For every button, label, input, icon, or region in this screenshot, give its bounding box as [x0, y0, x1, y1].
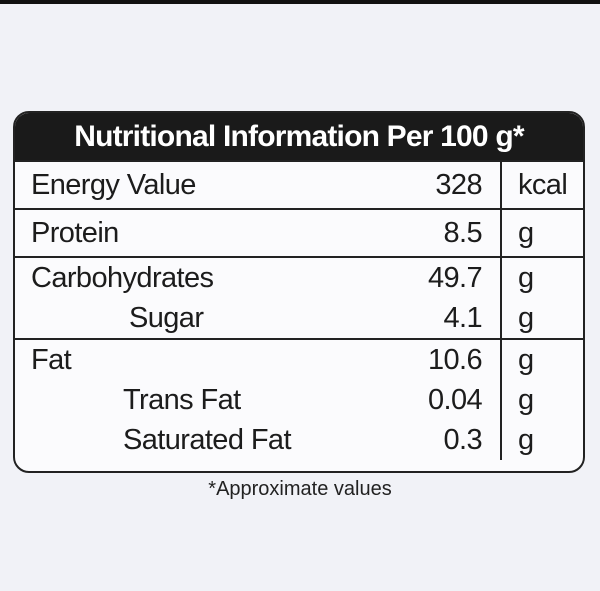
nutrient-unit: g: [518, 261, 534, 294]
table-row: Fat 10.6 g: [15, 340, 583, 380]
row-group-energy: Energy Value 328 kcal: [15, 160, 583, 208]
nutrient-unit: g: [518, 216, 534, 249]
column-divider: [500, 258, 502, 338]
nutrition-table: Nutritional Information Per 100 g* Energ…: [13, 111, 585, 473]
footnote: *Approximate values: [208, 478, 392, 500]
nutrient-name: Carbohydrates: [31, 261, 214, 294]
nutrient-value: 8.5: [443, 216, 482, 249]
nutrient-value: 328: [435, 168, 482, 201]
column-divider: [500, 340, 502, 460]
nutrient-unit: g: [518, 383, 534, 416]
nutrient-name: Saturated Fat: [123, 423, 292, 456]
table-row: Trans Fat 0.04 g: [15, 380, 583, 420]
table-row: Protein 8.5 g: [15, 210, 583, 256]
nutrient-value: 10.6: [427, 343, 483, 376]
nutrient-name: Energy Value: [31, 168, 196, 201]
column-divider: [500, 210, 502, 256]
nutrient-value: 4.1: [443, 301, 482, 334]
table-row: Carbohydrates 49.7 g: [15, 258, 583, 298]
nutrient-name: Trans Fat: [123, 383, 241, 416]
nutrient-unit: g: [518, 301, 534, 334]
nutrient-name: Fat: [31, 343, 72, 376]
nutrient-name: Sugar: [129, 301, 204, 334]
table-title: Nutritional Information Per 100 g*: [15, 113, 583, 160]
nutrient-unit: kcal: [518, 168, 568, 201]
nutrient-unit: g: [518, 423, 534, 456]
nutrient-unit: g: [518, 343, 534, 376]
column-divider: [500, 162, 502, 208]
top-edge-bar: [0, 0, 600, 4]
row-group-fat: Fat 10.6 g Trans Fat 0.04 g Saturated Fa…: [15, 338, 583, 460]
nutrient-name: Protein: [31, 216, 119, 249]
table-row: Sugar 4.1 g: [15, 298, 583, 338]
row-group-protein: Protein 8.5 g: [15, 208, 583, 256]
nutrient-value: 49.7: [427, 261, 483, 294]
table-row: Energy Value 328 kcal: [15, 162, 583, 208]
table-row: Saturated Fat 0.3 g: [15, 420, 583, 460]
row-group-carbohydrates: Carbohydrates 49.7 g Sugar 4.1 g: [15, 256, 583, 338]
nutrient-value: 0.3: [443, 423, 482, 456]
nutrient-value: 0.04: [427, 383, 483, 416]
